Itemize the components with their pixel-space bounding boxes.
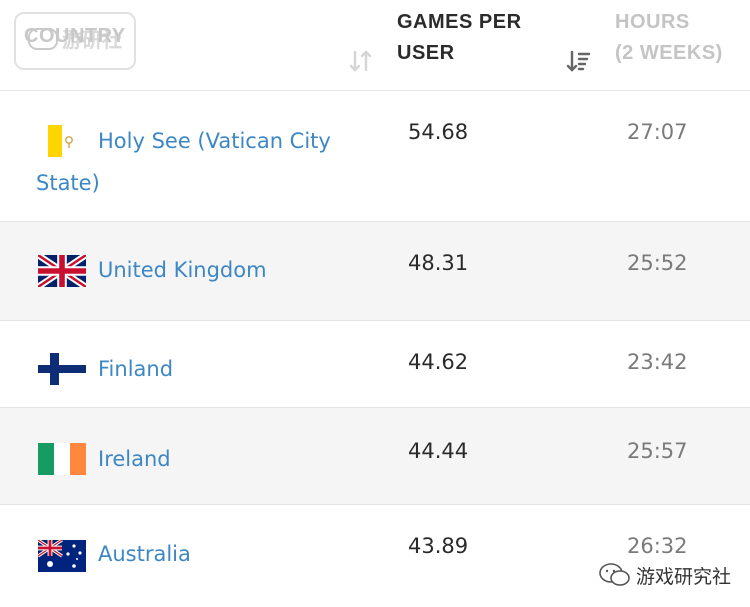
table-header: 游研社 COUNTRY GAMES PER USER HOURS (2 WEEK…	[0, 0, 750, 91]
hours-value: 23:42	[627, 350, 688, 374]
country-link[interactable]: Finland	[98, 357, 174, 381]
games-per-user-value: 44.62	[408, 350, 469, 374]
games-header-line1: GAMES PER	[397, 11, 522, 33]
country-link[interactable]: Australia	[98, 542, 191, 566]
games-per-user-value: 44.44	[408, 439, 469, 463]
australia-flag-icon	[38, 540, 86, 572]
country-link[interactable]: Ireland	[98, 447, 171, 471]
column-header-country[interactable]: COUNTRY	[24, 25, 126, 47]
table-row: Ireland 44.44 25:57	[0, 408, 750, 505]
hours-value: 26:32	[627, 534, 688, 558]
column-header-games-per-user[interactable]: GAMES PER USER	[397, 7, 522, 69]
table-row: Finland 44.62 23:42	[0, 321, 750, 408]
sort-descending-icon[interactable]	[566, 49, 592, 73]
uk-flag-icon	[38, 255, 86, 287]
watermark-top-text: 游研社	[62, 28, 122, 52]
country-link[interactable]: United Kingdom	[98, 258, 267, 282]
hours-value: 25:57	[627, 439, 688, 463]
vatican-flag-icon	[48, 125, 76, 157]
games-header-line2: USER	[397, 42, 455, 64]
ireland-flag-icon	[38, 443, 86, 475]
games-per-user-value: 43.89	[408, 534, 469, 558]
country-link[interactable]: Holy See (Vatican City State)	[36, 129, 331, 195]
finland-flag-icon	[38, 353, 86, 385]
hours-value: 25:52	[627, 251, 688, 275]
hours-header-line2: (2 WEEKS)	[615, 42, 723, 64]
games-per-user-value: 48.31	[408, 251, 469, 275]
wechat-icon	[599, 563, 630, 586]
chat-bubble-icon	[28, 28, 58, 50]
sort-up-down-icon[interactable]	[348, 49, 374, 73]
hours-header-line1: HOURS	[615, 11, 690, 33]
column-header-hours[interactable]: HOURS (2 WEEKS)	[615, 7, 723, 69]
watermark-logo: 游研社	[14, 12, 136, 70]
table-row: Australia 43.89 26:32	[0, 505, 750, 607]
games-per-user-value: 54.68	[408, 120, 469, 144]
table-row: United Kingdom 48.31 25:52	[0, 222, 750, 321]
watermark-bottom-text: 游戏研究社	[636, 566, 732, 588]
hours-value: 27:07	[627, 120, 688, 144]
table-row: Holy See (Vatican City State) 54.68 27:0…	[0, 91, 750, 222]
